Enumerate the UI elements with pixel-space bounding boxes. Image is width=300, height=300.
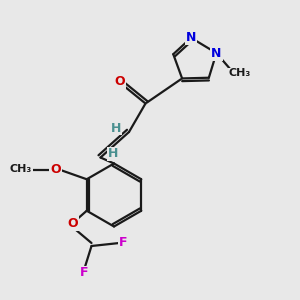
Text: O: O	[67, 217, 78, 230]
Text: N: N	[186, 31, 196, 44]
Text: H: H	[111, 122, 122, 135]
Text: F: F	[119, 236, 127, 250]
Text: O: O	[50, 163, 61, 176]
Text: H: H	[108, 147, 118, 161]
Text: CH₃: CH₃	[10, 164, 32, 175]
Text: CH₃: CH₃	[229, 68, 251, 79]
Text: N: N	[211, 46, 222, 59]
Text: O: O	[115, 75, 125, 88]
Text: F: F	[80, 266, 88, 280]
